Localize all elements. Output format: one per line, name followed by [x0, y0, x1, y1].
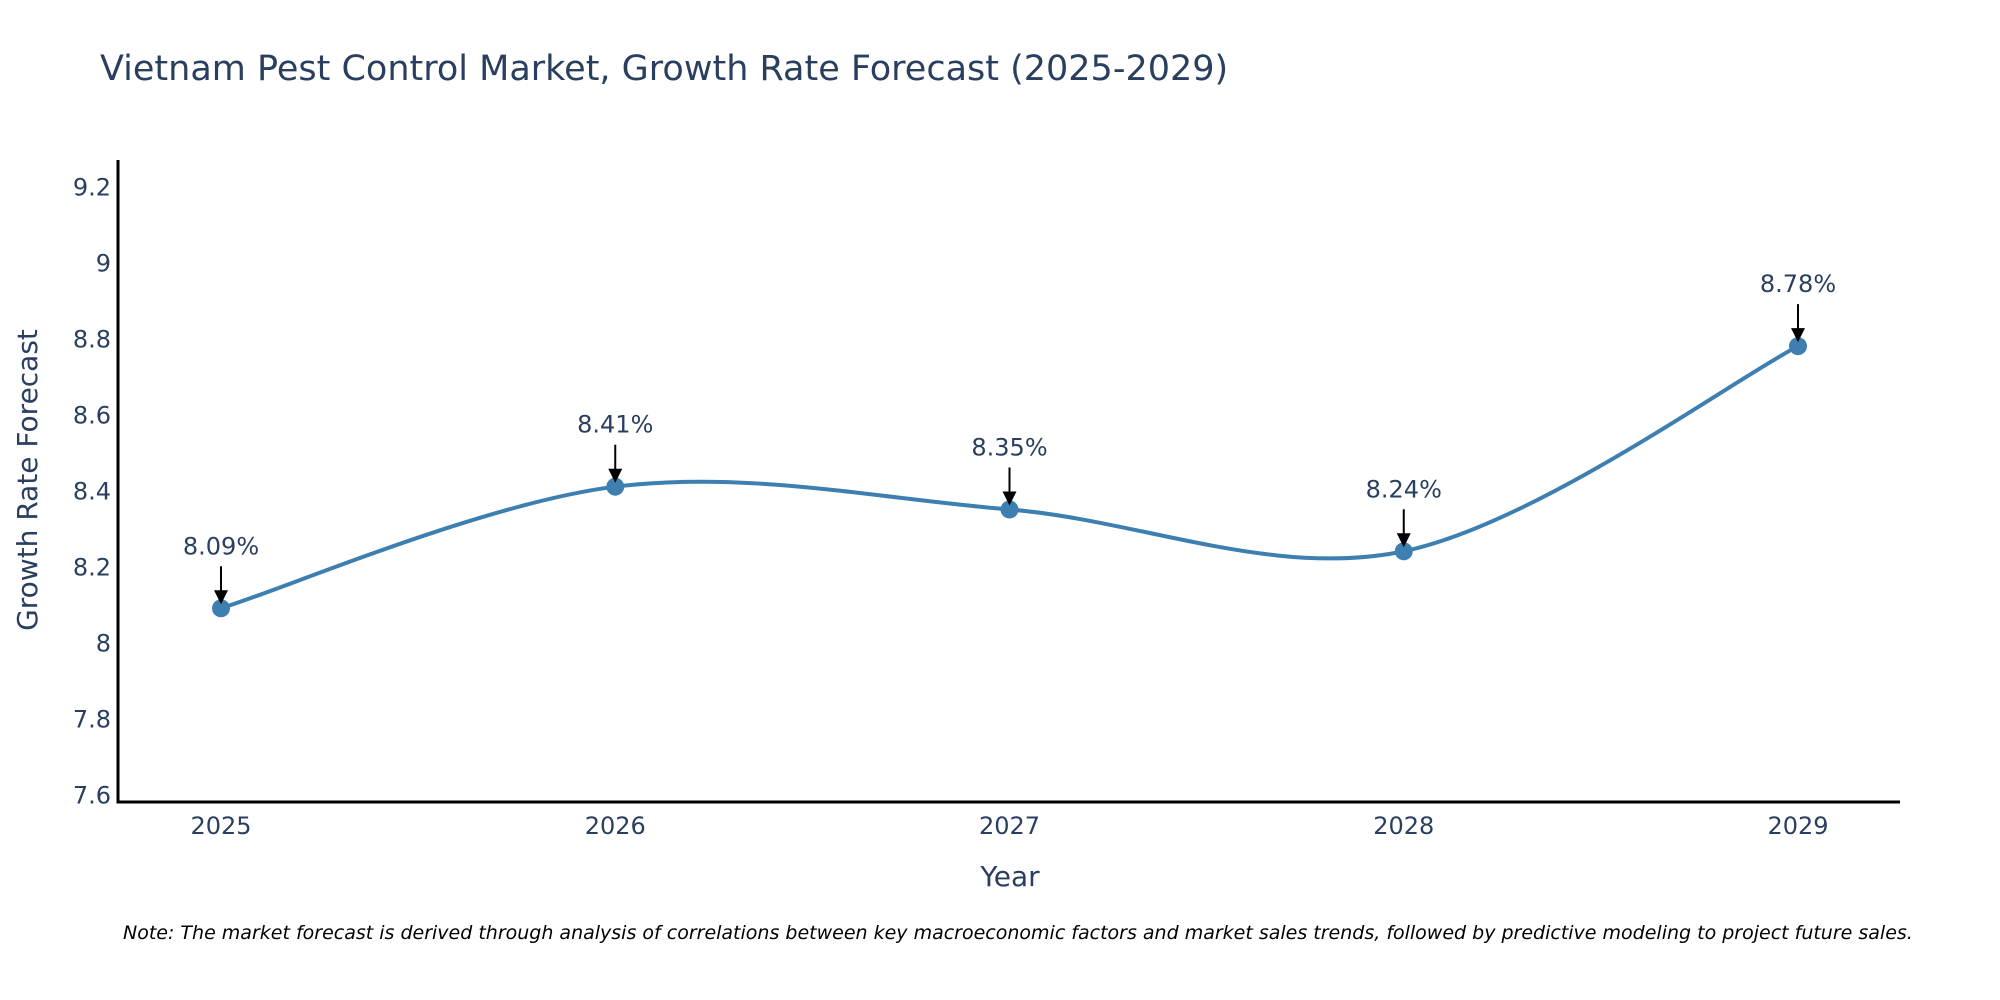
annotation-arrow-head — [1791, 328, 1805, 343]
y-axis-title: Growth Rate Forecast — [11, 329, 44, 631]
x-axis-ticks: 2025 2026 2027 2028 2029 — [190, 812, 1828, 840]
data-point — [1394, 542, 1413, 561]
data-label: 8.35% — [971, 433, 1047, 461]
data-label: 8.24% — [1366, 475, 1442, 503]
annotation-arrow-head — [1396, 533, 1411, 548]
annotation-arrow-head — [608, 468, 623, 483]
x-tick-label: 2029 — [1767, 812, 1828, 840]
x-tick-label: 2025 — [190, 812, 251, 840]
x-axis-title: Year — [979, 860, 1040, 893]
data-point — [1789, 337, 1807, 356]
data-label: 8.09% — [183, 532, 259, 560]
x-tick-label: 2026 — [585, 812, 646, 840]
y-tick-label: 8.6 — [73, 402, 111, 430]
annotation-arrow-head — [1002, 491, 1017, 506]
y-tick-label: 7.8 — [73, 705, 111, 733]
data-label: 8.78% — [1760, 270, 1836, 298]
data-point — [212, 599, 230, 618]
y-tick-label: 8.4 — [73, 477, 111, 505]
data-point — [1000, 500, 1019, 519]
y-axis-ticks: 7.6 7.8 8 8.2 8.4 8.6 8.8 9 9.2 — [73, 174, 111, 810]
x-tick-label: 2027 — [979, 812, 1040, 840]
data-point — [606, 477, 625, 496]
y-tick-label: 8 — [96, 629, 111, 657]
chart-title: Vietnam Pest Control Market, Growth Rate… — [100, 49, 1228, 89]
x-tick-label: 2028 — [1373, 812, 1434, 840]
data-annotations: 8.09% 8.41% 8.35% 8.24% 8.78% — [183, 270, 1836, 605]
data-markers — [212, 337, 1807, 618]
y-tick-label: 8.2 — [73, 553, 111, 581]
y-tick-label: 7.6 — [73, 781, 111, 809]
annotation-arrow-head — [214, 590, 228, 605]
y-tick-label: 8.8 — [73, 326, 111, 354]
footnote: Note: The market forecast is derived thr… — [123, 922, 1913, 944]
y-tick-label: 9 — [96, 250, 111, 278]
data-label: 8.41% — [577, 411, 653, 439]
y-tick-label: 9.2 — [73, 174, 111, 202]
